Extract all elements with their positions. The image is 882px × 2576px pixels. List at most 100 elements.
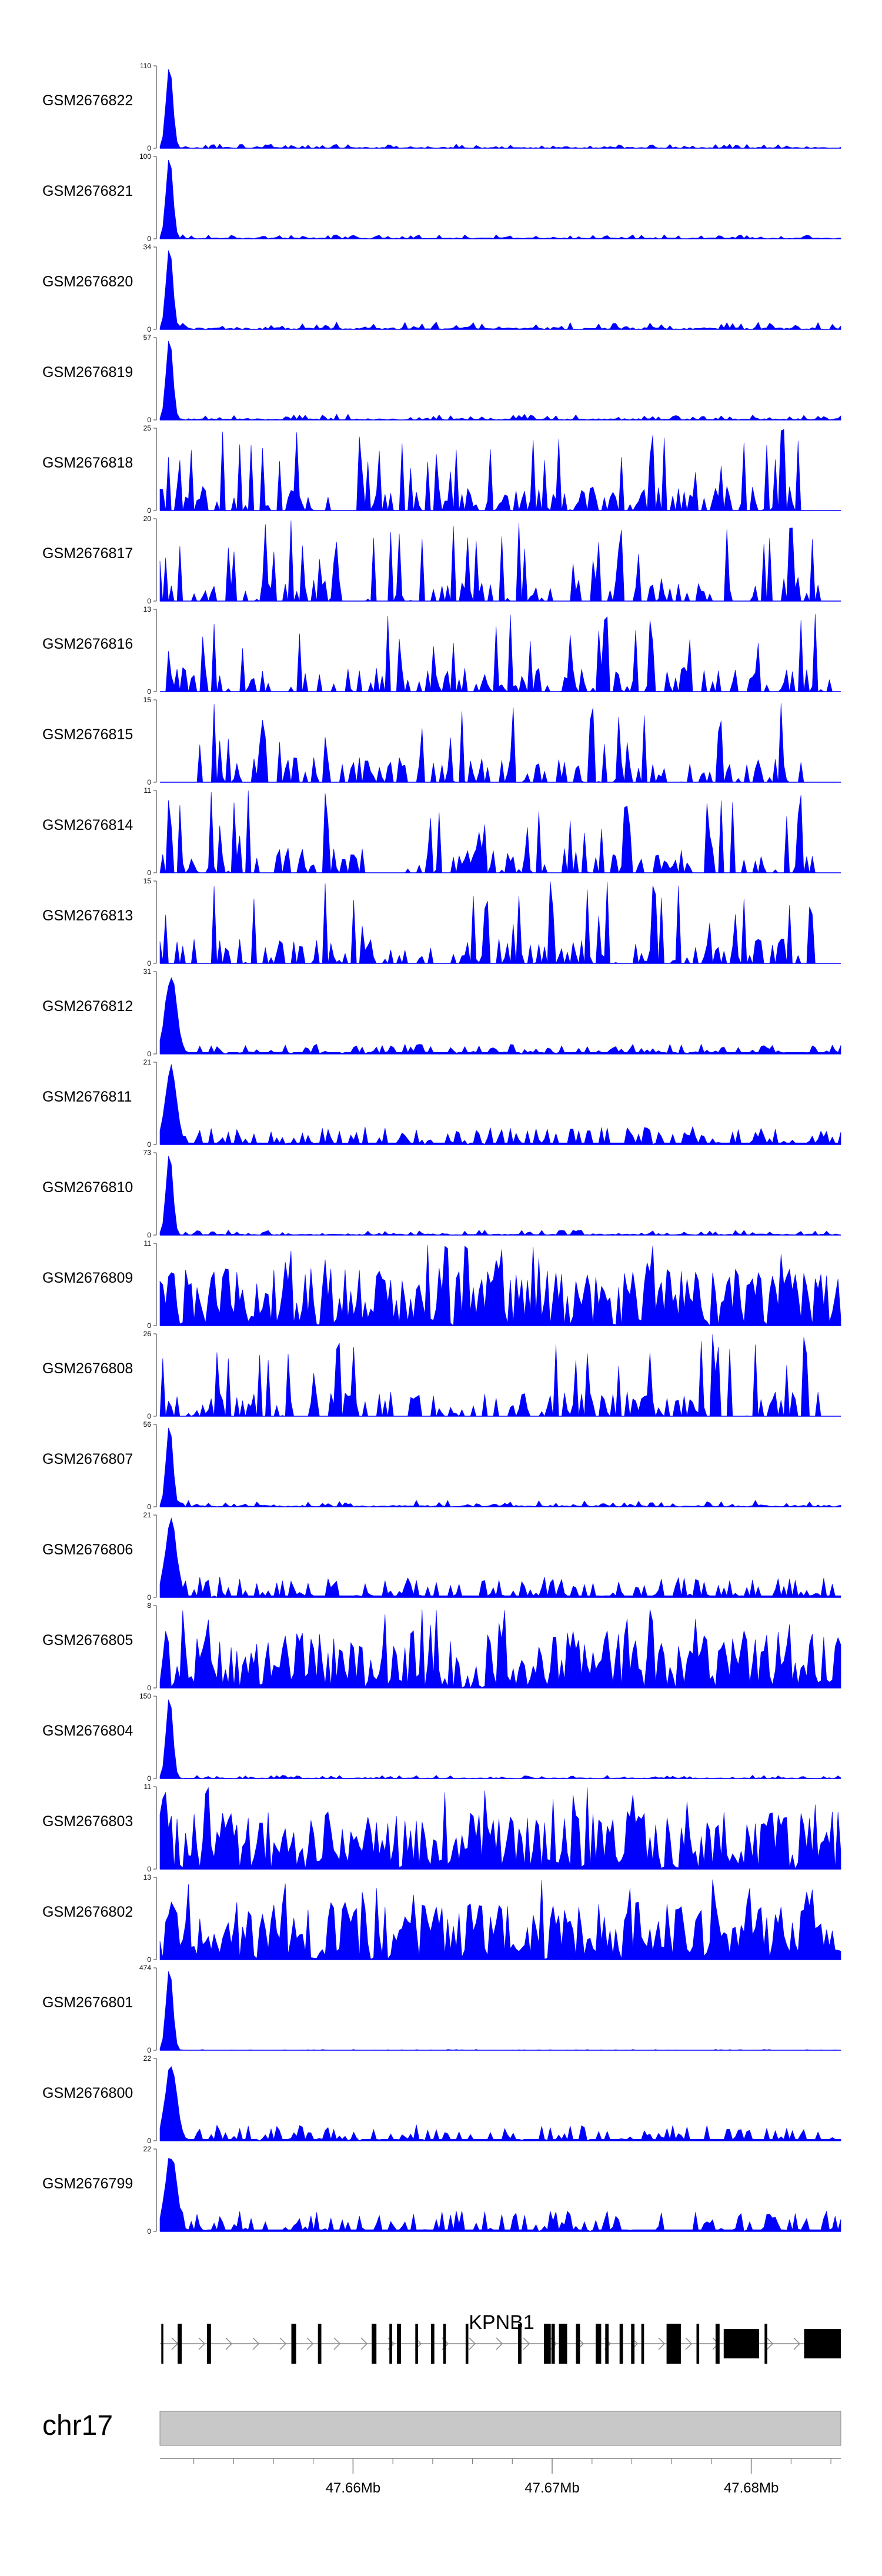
- exon: [551, 2324, 555, 2364]
- exon: [206, 2324, 211, 2364]
- track-label: GSM2676812: [42, 998, 133, 1015]
- exon: [764, 2324, 767, 2364]
- track-ymax-label: 31: [143, 967, 152, 976]
- track-label: GSM2676816: [42, 636, 133, 652]
- track-GSM2676805: GSM2676805 8 0: [42, 1601, 841, 1692]
- track-ymin-label: 0: [147, 325, 151, 333]
- track-label: GSM2676802: [42, 1904, 133, 1920]
- track-ymax-label: 22: [143, 2145, 152, 2153]
- track-GSM2676812: GSM2676812 31 0: [42, 967, 841, 1058]
- track-ymin-label: 0: [147, 416, 151, 424]
- strand-arrow: [469, 2337, 476, 2350]
- coverage-area: [159, 790, 841, 874]
- track-ymax-label: 57: [143, 333, 152, 342]
- track-ymin-label: 0: [147, 1774, 151, 1783]
- strand-arrow: [685, 2337, 693, 2350]
- exon: [666, 2324, 681, 2364]
- track-label: GSM2676818: [42, 455, 133, 471]
- coverage-area: [159, 1064, 841, 1145]
- track-label: GSM2676811: [42, 1089, 132, 1105]
- exon: [605, 2324, 609, 2364]
- track-label: GSM2676815: [42, 726, 133, 743]
- track-GSM2676817: GSM2676817 20 0: [42, 515, 841, 605]
- track-ymax-label: 15: [143, 877, 152, 885]
- strand-arrow: [198, 2337, 206, 2350]
- track-ymax-label: 11: [144, 786, 152, 795]
- coverage-tracks: GSM26768221100GSM26768211000GSM267682034…: [42, 62, 841, 2235]
- track-GSM2676803: GSM2676803 11 0: [42, 1783, 841, 1873]
- coverage-area: [160, 614, 841, 692]
- track-ymax-label: 11: [144, 1783, 152, 1791]
- track-GSM2676818: GSM2676818 25 0: [42, 424, 841, 515]
- track-ymin-label: 0: [147, 1503, 151, 1511]
- strand-arrow: [171, 2337, 179, 2350]
- track-ymin-label: 0: [147, 1593, 151, 1601]
- track-ymin-label: 0: [147, 1865, 151, 1873]
- track-GSM2676820: GSM2676820 34 0: [42, 243, 841, 333]
- track-label: GSM2676820: [42, 273, 133, 290]
- chromosome-ideogram: chr17: [42, 2410, 841, 2446]
- track-ymax-label: 73: [143, 1149, 152, 1157]
- coverage-area: [159, 1156, 841, 1236]
- track-ymin-label: 0: [147, 869, 151, 877]
- coverage-area: [159, 250, 841, 330]
- track-ymax-label: 26: [143, 1330, 152, 1338]
- track-GSM2676806: GSM2676806 21 0: [42, 1511, 841, 1601]
- coverage-area: [159, 977, 841, 1055]
- track-ymax-label: 56: [143, 1420, 152, 1429]
- gene-track: KPNB1: [160, 2311, 841, 2364]
- track-GSM2676819: GSM2676819 57 0: [42, 333, 841, 424]
- exon: [804, 2329, 841, 2358]
- coverage-area: [159, 1609, 841, 1689]
- track-label: GSM2676814: [42, 817, 133, 833]
- coverage-area: [159, 429, 841, 512]
- exon: [518, 2324, 522, 2364]
- strand-arrow: [252, 2337, 260, 2350]
- coverage-area: [159, 1334, 841, 1417]
- gene-name-label: KPNB1: [469, 2311, 534, 2334]
- track-GSM2676821: GSM2676821 100 0: [42, 152, 841, 243]
- gene-model: [160, 2324, 841, 2364]
- track-label: GSM2676800: [42, 2085, 133, 2101]
- track-ymax-label: 25: [143, 424, 152, 432]
- track-ymin-label: 0: [147, 2137, 151, 2145]
- exon: [161, 2324, 163, 2364]
- track-ymin-label: 0: [147, 1140, 151, 1149]
- track-GSM2676813: GSM2676813 15 0: [42, 877, 841, 967]
- exon: [696, 2324, 700, 2364]
- coverage-area: [159, 1787, 841, 1870]
- strand-arrow: [306, 2337, 314, 2350]
- x-tick-label: 47.66Mb: [326, 2480, 380, 2496]
- track-GSM2676801: GSM2676801 474 0: [42, 1964, 841, 2054]
- track-label: GSM2676819: [42, 364, 133, 381]
- x-tick-label: 47.67Mb: [524, 2480, 579, 2496]
- track-label: GSM2676810: [42, 1179, 133, 1196]
- exon: [596, 2324, 602, 2364]
- coverage-area: [159, 1427, 841, 1507]
- track-ymin-label: 0: [147, 506, 151, 515]
- track-ymin-label: 0: [147, 1684, 151, 1692]
- coverage-area: [159, 1971, 841, 2051]
- track-ymin-label: 0: [147, 2227, 151, 2235]
- track-GSM2676802: GSM2676802 13 0: [42, 1873, 841, 1964]
- track-ymax-label: 21: [143, 1058, 152, 1066]
- track-ymax-label: 100: [139, 152, 151, 161]
- track-ymax-label: 13: [143, 605, 152, 613]
- track-GSM2676822: GSM2676822 110 0: [42, 62, 841, 152]
- track-GSM2676814: GSM2676814 11 0: [42, 786, 841, 877]
- track-label: GSM2676805: [42, 1632, 133, 1649]
- track-label: GSM2676821: [42, 183, 133, 199]
- track-ymin-label: 0: [147, 959, 151, 967]
- exon: [631, 2324, 635, 2364]
- coverage-area: [159, 341, 841, 421]
- track-label: GSM2676807: [42, 1451, 133, 1467]
- track-ymax-label: 150: [139, 1692, 151, 1700]
- track-ymax-label: 13: [143, 1873, 152, 1881]
- track-GSM2676810: GSM2676810 73 0: [42, 1149, 841, 1239]
- chromosome-bar: [159, 2411, 841, 2446]
- exon: [318, 2324, 322, 2364]
- track-ymin-label: 0: [147, 235, 151, 243]
- coverage-area: [159, 2066, 841, 2141]
- track-GSM2676804: GSM2676804 150 0: [42, 1692, 841, 1783]
- x-tick-label: 47.68Mb: [724, 2480, 779, 2496]
